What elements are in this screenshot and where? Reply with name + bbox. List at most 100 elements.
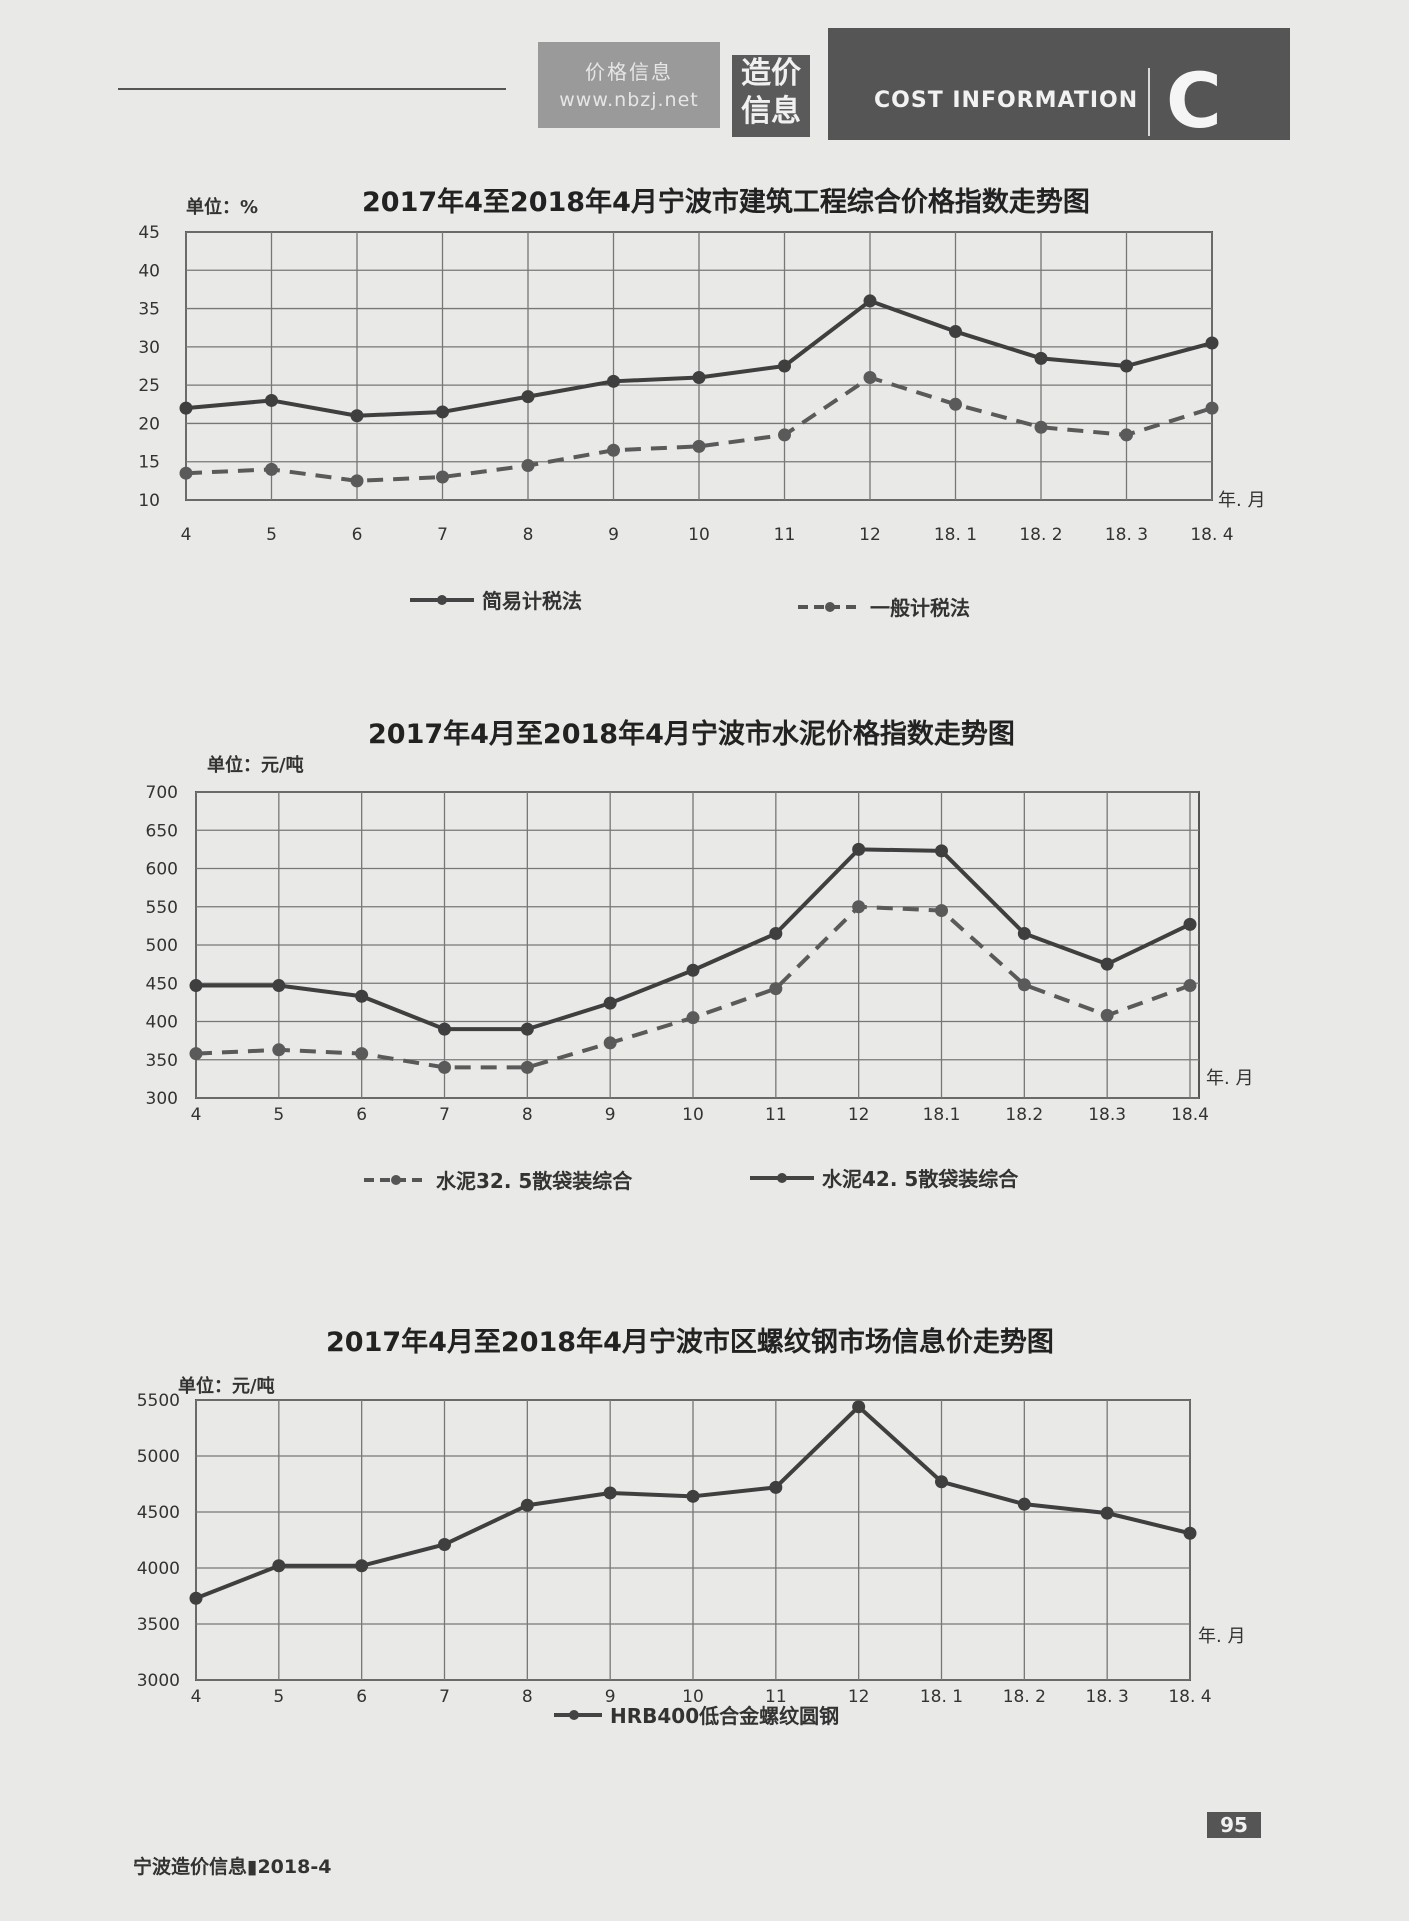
x-tick-label: 4 [191,1687,202,1707]
data-point [179,466,193,480]
x-tick-label: 11 [765,1105,787,1125]
data-point [935,844,948,858]
x-axis-label: 年. 月 [1206,1068,1253,1089]
x-tick-label: 7 [439,1105,450,1125]
data-point [265,462,278,476]
data-point [520,1060,534,1074]
data-point [852,900,866,914]
data-point [1034,420,1048,434]
x-tick-label: 10 [688,525,710,545]
legend-dashed-line-icon [798,601,862,612]
legend-dashed-line-icon [364,1174,428,1185]
x-tick-label: 18.1 [923,1105,961,1125]
data-point [603,1486,617,1500]
chart2-title: 2017年4月至2018年4月宁波市水泥价格指数走势图 [368,719,1015,750]
data-point [1017,978,1031,992]
data-point [778,428,791,442]
x-tick-label: 18. 4 [1168,1687,1211,1707]
data-point [692,370,706,384]
x-tick-label: 18. 3 [1105,525,1148,545]
x-tick-label: 10 [682,1105,704,1125]
data-point [778,359,791,373]
data-point [350,474,364,488]
data-point [189,1047,203,1061]
x-axis-label: 年. 月 [1198,1626,1245,1647]
data-point [355,1559,369,1573]
y-tick-label: 25 [138,376,160,396]
section-tag-top: 造价 [741,56,801,91]
y-tick-label: 500 [146,936,178,956]
banner-divider [1148,68,1150,136]
x-tick-label: 11 [774,525,796,545]
x-tick-label: 9 [608,525,619,545]
x-tick-label: 6 [356,1687,367,1707]
data-point [350,409,364,423]
y-tick-label: 15 [138,453,160,473]
legend-solid-line-icon [554,1709,602,1720]
x-tick-label: 9 [605,1105,616,1125]
data-point [1183,1526,1197,1540]
y-tick-label: 400 [146,1013,178,1033]
data-point [607,443,620,457]
chart1-legend-label-1: 简易计税法 [482,589,582,613]
publication-footer: 宁波造价信息▮2018-4 [133,1856,332,1878]
data-point [686,1011,700,1025]
data-point [935,1475,948,1489]
chart2-legend-item-1: 水泥32. 5散袋装综合 [362,1165,632,1194]
data-point [265,393,278,407]
site-logo: 价格信息 www.nbzj.net [538,42,720,128]
x-tick-label: 4 [191,1105,202,1125]
data-point [1017,927,1031,941]
x-tick-label: 18. 3 [1086,1687,1129,1707]
y-tick-label: 700 [146,783,178,803]
y-tick-label: 450 [146,974,178,994]
x-tick-label: 18. 1 [920,1687,963,1707]
chart1-unit: 单位：% [186,197,259,218]
y-tick-label: 40 [138,261,160,281]
data-point [272,1559,286,1573]
y-tick-label: 35 [138,300,160,320]
data-point [355,989,369,1003]
data-point [1205,336,1219,350]
x-tick-label: 18. 2 [1003,1687,1046,1707]
data-point [603,996,617,1010]
data-point [520,1498,534,1512]
data-point [949,397,962,411]
data-point [1100,957,1114,971]
data-point [1120,359,1133,373]
chart1-legend-item-1: 简易计税法 [408,585,582,614]
data-point [179,401,193,415]
chart3-title: 2017年4月至2018年4月宁波市区螺纹钢市场信息价走势图 [326,1327,1054,1358]
x-tick-label: 18. 1 [934,525,977,545]
chart1-title: 2017年4至2018年4月宁波市建筑工程综合价格指数走势图 [362,187,1090,218]
y-tick-label: 10 [138,491,160,511]
y-tick-label: 3000 [137,1671,180,1691]
data-point [686,963,700,977]
data-point [355,1047,369,1061]
chart2-legend-item-2: 水泥42. 5散袋装综合 [748,1163,1018,1192]
legend-solid-line-icon [410,594,474,605]
x-tick-label: 12 [848,1687,870,1707]
chart1-legend-item-2: 一般计税法 [796,592,970,621]
data-point [1183,979,1197,993]
y-tick-label: 300 [146,1089,178,1109]
chart3-legend-item-1: HRB400低合金螺纹圆钢 [552,1700,839,1729]
x-tick-label: 6 [356,1105,367,1125]
data-point [603,1036,617,1050]
data-point [686,1489,700,1503]
header-rule [118,88,506,90]
y-tick-label: 20 [138,414,160,434]
data-point [1205,401,1219,415]
legend-solid-line-icon [750,1172,814,1183]
x-tick-label: 8 [522,1687,533,1707]
x-tick-label: 12 [848,1105,870,1125]
y-tick-label: 600 [146,860,178,880]
data-point [1034,351,1048,365]
data-point [436,405,449,419]
data-point [607,374,620,388]
x-tick-label: 8 [523,525,534,545]
x-tick-label: 4 [181,525,192,545]
